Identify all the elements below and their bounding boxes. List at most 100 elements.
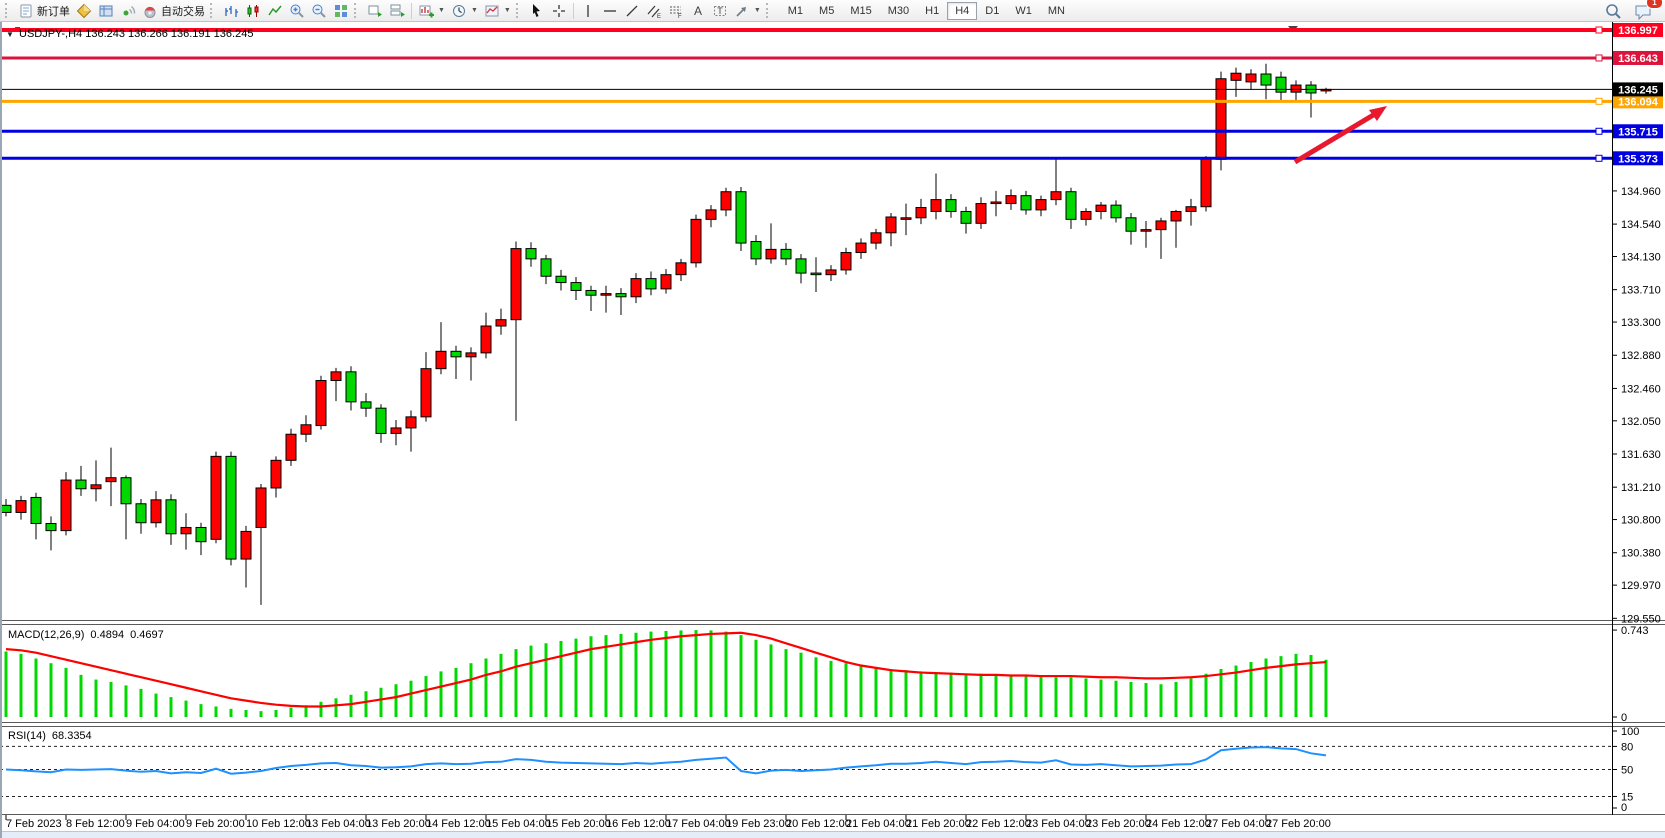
macd-histogram-bar (289, 707, 293, 717)
toolbar: 新订单 自动交易 (0, 0, 1665, 22)
macd-histogram-bar (679, 630, 683, 717)
toolbar-grip (210, 3, 215, 18)
bull-candle (1290, 84, 1302, 93)
line-handle[interactable] (1595, 127, 1603, 135)
crosshair-button[interactable] (548, 2, 570, 20)
market-watch-icon (76, 3, 92, 18)
signal-button[interactable] (117, 2, 139, 20)
macd-histogram-bar (859, 665, 863, 717)
navigator-button[interactable] (95, 2, 117, 20)
macd-histogram-bar (724, 631, 728, 717)
text-label-tool[interactable]: T (709, 2, 731, 20)
chart-title-text: USDJPY-,H4 136.243 136.266 136.191 136.2… (19, 28, 254, 40)
bull-candle (150, 499, 162, 524)
svg-text:E: E (657, 14, 661, 19)
macd-histogram-bar (874, 667, 878, 717)
macd-histogram-bar (589, 636, 593, 717)
chat-button[interactable]: 1 (1631, 0, 1663, 21)
periods-button[interactable]: ▼ (448, 2, 481, 20)
date-tick-label: 13 Feb 20:00 (366, 818, 431, 830)
tile-windows-icon (335, 4, 347, 17)
arrange-windows-button[interactable] (386, 2, 408, 20)
line-handle[interactable] (1595, 154, 1603, 162)
macd-histogram-bar (844, 663, 848, 717)
text-tool[interactable]: A (687, 2, 709, 20)
symbol-dropdown-icon[interactable]: ▼ (6, 30, 14, 39)
cursor-button[interactable] (526, 2, 548, 20)
bull-candle (1035, 199, 1047, 211)
equidistant-channel-icon: E (647, 5, 661, 19)
timeframe-H4[interactable]: H4 (947, 1, 978, 20)
bull-candle (840, 252, 852, 271)
line-handle[interactable] (1595, 54, 1603, 62)
bar-chart-button[interactable] (220, 2, 242, 20)
macd-value-main: 0.4894 (90, 629, 125, 641)
bull-candle (105, 477, 117, 483)
zoom-out-icon (312, 4, 326, 18)
zoom-out-button[interactable] (308, 2, 330, 20)
line-chart-button[interactable] (264, 2, 286, 20)
new-order-button[interactable]: 新订单 (15, 2, 73, 20)
timeframe-D1[interactable]: D1 (985, 4, 1000, 17)
price-chart-canvas[interactable]: 134.960 134.540 134.130 133.710 133.300 132.8… (0, 22, 1665, 838)
line-handle[interactable] (1595, 97, 1603, 105)
macd-histogram-bar (304, 705, 308, 717)
price-badge-text: 136.997 (1618, 25, 1658, 37)
market-watch-button[interactable] (73, 2, 95, 20)
macd-histogram-bar (139, 688, 143, 717)
bull-candle (660, 274, 672, 290)
timeframe-W1[interactable]: W1 (1015, 4, 1032, 17)
date-tick-label: 21 Feb 04:00 (846, 818, 911, 830)
line-handle[interactable] (1595, 26, 1603, 34)
bull-candle (300, 424, 312, 435)
trend-arrow-head[interactable] (1369, 106, 1387, 121)
bull-candle (990, 201, 1002, 205)
trendline-tool[interactable] (621, 2, 643, 20)
zoom-in-button[interactable] (286, 2, 308, 20)
timeframe-M1[interactable]: M1 (787, 4, 804, 17)
macd-histogram-bar (904, 670, 908, 717)
new-chart-button[interactable]: ▼ (415, 2, 448, 20)
new-chart-icon (419, 5, 434, 17)
macd-histogram-bar (319, 701, 323, 717)
date-tick-label: 20 Feb 12:00 (786, 818, 851, 830)
price-badge (1613, 124, 1663, 139)
notification-badge: 1 (1646, 0, 1663, 9)
bull-candle (60, 479, 72, 532)
cascade-windows-button[interactable] (364, 2, 386, 20)
vertical-line-tool[interactable] (577, 2, 599, 20)
macd-histogram-bar (49, 663, 53, 717)
autotrading-label: 自动交易 (161, 5, 205, 18)
templates-button[interactable]: ▼ (481, 2, 514, 20)
date-tick-label: 22 Feb 12:00 (966, 818, 1031, 830)
fibonacci-tool[interactable]: F (665, 2, 687, 20)
tile-windows-button[interactable] (330, 2, 352, 20)
trend-arrow[interactable] (1293, 111, 1377, 165)
rsi-scale-label: 50 (1621, 765, 1633, 777)
line-handle[interactable] (15, 27, 20, 32)
macd-histogram-bar (379, 687, 383, 717)
macd-histogram-bar (1129, 681, 1133, 717)
svg-text:F: F (678, 14, 682, 19)
chevron-down-icon: ▼ (438, 7, 445, 14)
macd-histogram-bar (829, 660, 833, 717)
timeframe-M30[interactable]: M30 (887, 4, 910, 17)
equidistant-channel-tool[interactable]: E (643, 2, 665, 20)
macd-histogram-bar (349, 694, 353, 717)
autotrading-button[interactable]: 自动交易 (139, 2, 208, 20)
price-tick-label: 134.130 (1621, 251, 1661, 263)
timeframe-M5[interactable]: M5 (819, 4, 835, 17)
bull-candle (435, 350, 447, 370)
timeframe-MN[interactable]: MN (1047, 4, 1065, 17)
candlestick-chart-button[interactable] (242, 2, 264, 20)
horizontal-line-tool[interactable] (599, 2, 621, 20)
macd-histogram-bar (334, 698, 338, 717)
macd-histogram-bar (1324, 659, 1328, 717)
macd-histogram-bar (1039, 676, 1043, 717)
timeframe-M15[interactable]: M15 (850, 4, 872, 17)
arrow-shapes-tool[interactable]: ▼ (731, 2, 764, 20)
timeframe-H1[interactable]: H1 (925, 4, 940, 17)
search-button[interactable] (1601, 1, 1625, 21)
bear-candle (615, 293, 627, 298)
macd-histogram-bar (184, 700, 188, 717)
